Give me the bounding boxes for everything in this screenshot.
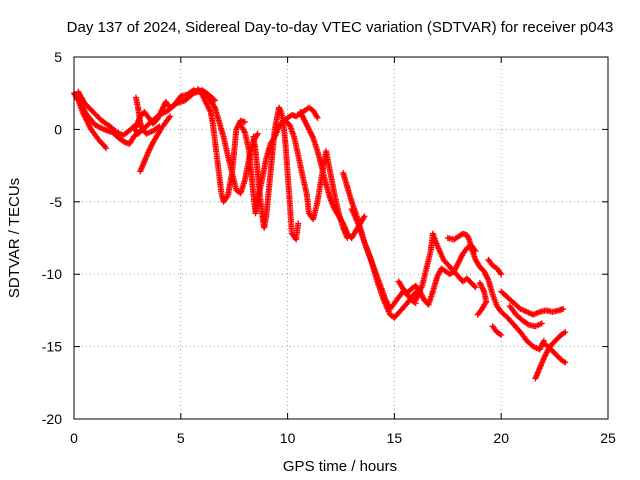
y-tick-label: 0	[54, 121, 62, 137]
x-tick-label: 25	[600, 430, 616, 446]
y-tick-labels: 5 0 -5 -10 -15 -20	[42, 49, 62, 427]
data-point	[155, 124, 162, 131]
data-point	[241, 119, 248, 126]
data-point	[562, 359, 569, 366]
plot-frame	[73, 56, 609, 420]
x-tick-label: 0	[70, 430, 78, 446]
data-point	[156, 123, 163, 130]
x-tick-label: 15	[387, 430, 403, 446]
data-point	[254, 130, 261, 137]
data-point	[471, 283, 478, 290]
axis-ticks	[73, 56, 609, 420]
data-point	[314, 114, 321, 121]
x-axis-title: GPS time / hours	[283, 458, 397, 475]
y-tick-label: -10	[42, 266, 62, 282]
data-point	[538, 320, 545, 327]
data-point	[361, 213, 368, 220]
data-point	[498, 332, 505, 339]
x-tick-label: 5	[177, 430, 185, 446]
y-tick-label: -15	[42, 339, 62, 355]
y-tick-label: 5	[54, 49, 62, 65]
data-point	[498, 271, 505, 278]
x-tick-labels: 0 5 10 15 20 25	[70, 430, 616, 446]
data-point	[524, 321, 531, 328]
data-point	[167, 113, 174, 120]
x-tick-label: 20	[493, 430, 509, 446]
data-point	[474, 311, 481, 318]
data-points	[71, 85, 569, 382]
data-point	[295, 220, 302, 227]
y-tick-label: -20	[42, 411, 62, 427]
data-point	[472, 284, 479, 291]
y-tick-label: -5	[50, 194, 63, 210]
x-tick-label: 10	[280, 430, 296, 446]
data-point	[562, 329, 569, 336]
data-point	[560, 305, 567, 312]
data-point	[103, 145, 110, 152]
chart-title: Day 137 of 2024, Sidereal Day-to-day VTE…	[67, 19, 614, 36]
y-axis-title: SDTVAR / TECUs	[6, 178, 23, 298]
